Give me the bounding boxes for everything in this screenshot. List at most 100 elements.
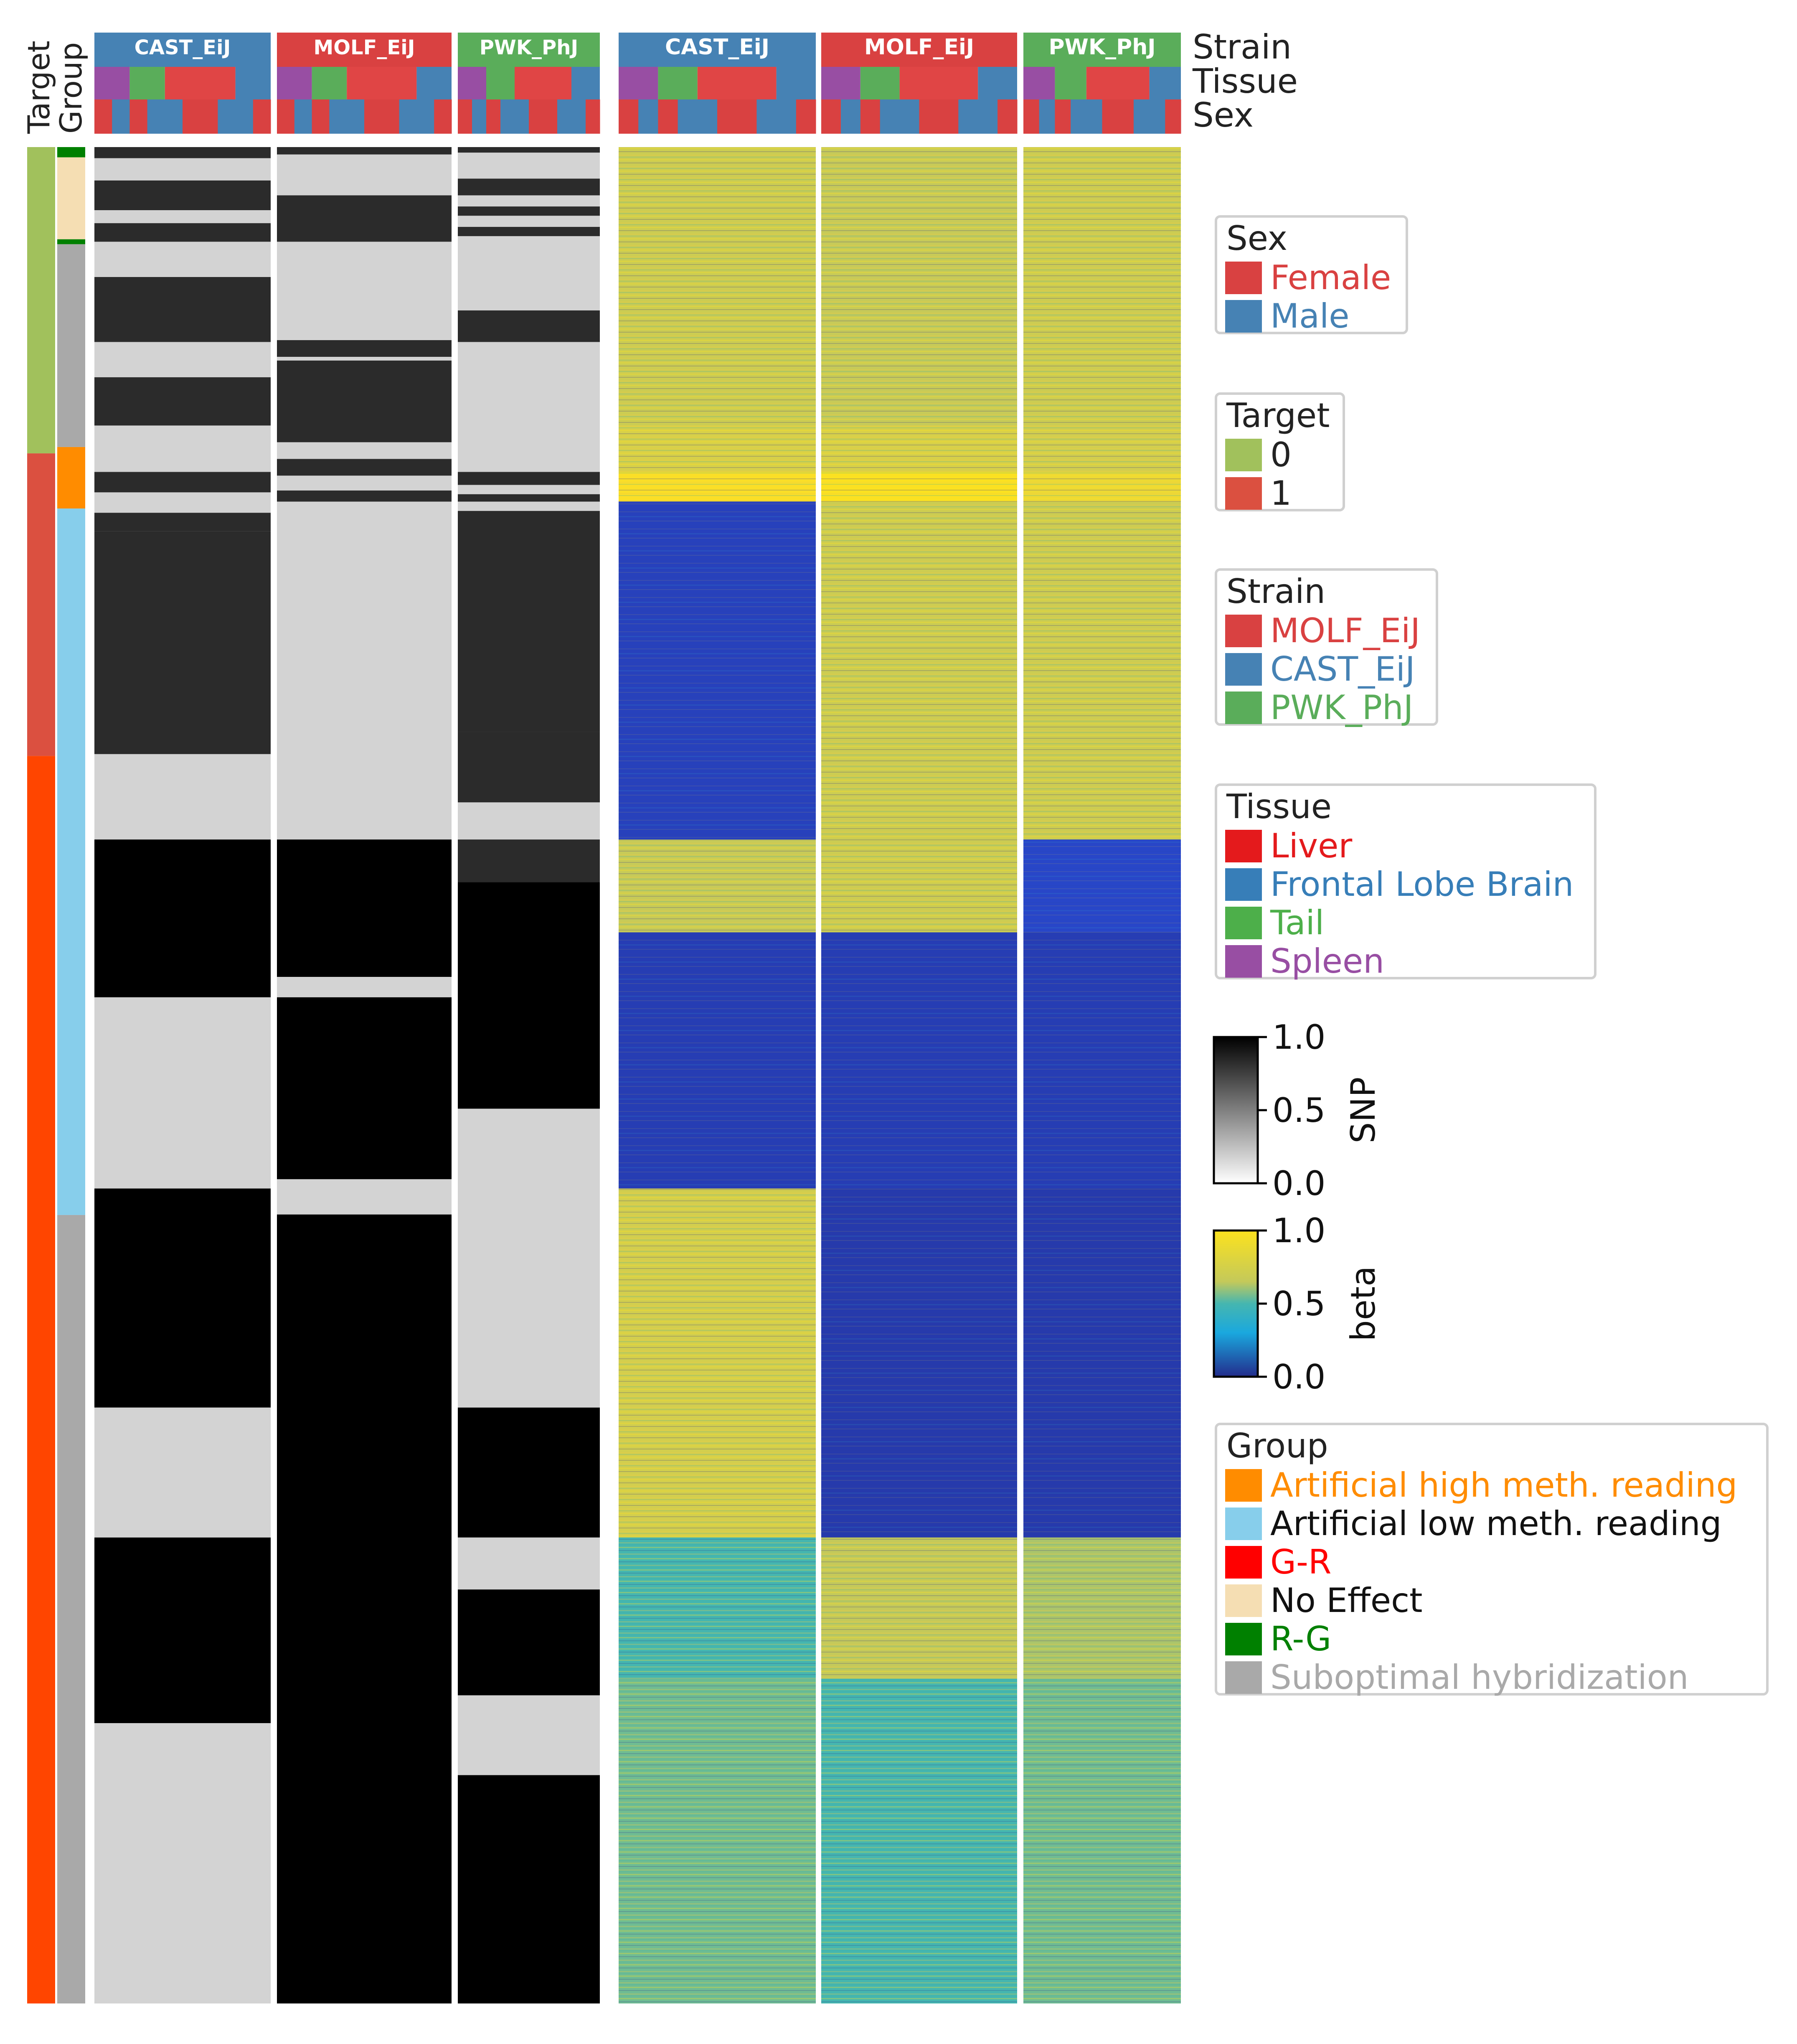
snp-cell <box>277 1179 452 1215</box>
snp-cell <box>94 513 271 531</box>
legend-swatch <box>1225 692 1262 724</box>
snp-cell <box>94 158 271 181</box>
sex-annotation-cell <box>458 99 472 134</box>
tissue-annotation-cell <box>458 67 486 99</box>
sex-annotation-cell <box>840 99 861 134</box>
legend-label: CAST_EiJ <box>1270 650 1415 689</box>
colorbar-tick-label: 1.0 <box>1272 1211 1325 1250</box>
sex-annotation-cell <box>294 99 312 134</box>
sex-annotation-cell <box>557 99 572 134</box>
sex-annotation-cell <box>796 99 816 134</box>
legend-frame <box>1215 215 1408 334</box>
legend-label: Spleen <box>1270 942 1384 981</box>
snp-cell <box>458 195 600 207</box>
beta-texture <box>821 501 1017 840</box>
snp-cell <box>277 340 452 357</box>
group-annotation-cell <box>57 508 85 1215</box>
snp-cell <box>458 1695 600 1775</box>
legend-swatch <box>1225 262 1262 294</box>
sex-annotation-cell <box>997 99 1018 134</box>
tissue-annotation-cell <box>1086 67 1150 99</box>
sex-annotation-cell <box>958 99 978 134</box>
legend-label: No Effect <box>1270 1581 1422 1620</box>
group-annotation-cell <box>57 239 85 244</box>
sex-annotation-cell <box>919 99 939 134</box>
column-annotation-bars: CAST_EiJ MOLF_EiJ PWK_PhJ CAST_EiJ MOLF_EiJ P… <box>94 33 1181 134</box>
sex-annotation-cell <box>821 99 841 134</box>
tissue-annotation-cell <box>776 67 816 99</box>
snp-cell <box>458 472 600 485</box>
sex-annotation-cell <box>277 99 295 134</box>
snp-cell <box>458 494 600 502</box>
snp-cell <box>458 310 600 342</box>
legend-label: 1 <box>1270 474 1292 513</box>
sex-annotation-cell <box>899 99 919 134</box>
snp-cell <box>277 1214 452 2003</box>
snp-cell <box>458 839 600 882</box>
sex-annotation-cell <box>253 99 271 134</box>
sex-annotation-cell <box>486 99 501 134</box>
sex-annotation-cell <box>500 99 515 134</box>
group-annotation-cell <box>57 244 85 447</box>
snp-cell <box>94 839 271 997</box>
snp-cell <box>277 459 452 476</box>
target-annotation-cell <box>27 453 55 756</box>
tissue-annotation-cell <box>821 67 860 99</box>
snp-cell <box>94 1537 271 1724</box>
sex-annotation-cell <box>978 99 998 134</box>
snp-cell <box>458 511 600 732</box>
legend-swatch <box>1225 615 1262 647</box>
sex-annotation-cell <box>434 99 452 134</box>
sex-annotation-cell <box>165 99 183 134</box>
tissue-annotation-cell <box>416 67 452 99</box>
legend-label: 0 <box>1270 435 1292 474</box>
tissue-annotation-cell <box>899 67 978 99</box>
colorbar-tick-label: 1.0 <box>1272 1018 1325 1057</box>
snp-cell <box>94 223 271 242</box>
beta-texture <box>821 1537 1017 1679</box>
sex-annotation-cell <box>1023 99 1040 134</box>
sex-annotation-cell <box>1165 99 1181 134</box>
snp-cell <box>277 977 452 997</box>
beta-texture <box>619 425 816 472</box>
row-track-labels: Target Group <box>21 41 89 134</box>
beta-texture <box>1023 501 1181 840</box>
legend-label: G-R <box>1270 1543 1331 1581</box>
legend-label: MOLF_EiJ <box>1270 611 1420 650</box>
tissue-annotation-cell <box>347 67 417 99</box>
snp-cell <box>458 147 600 153</box>
snp-cell <box>458 342 600 407</box>
strain-annotation-cell <box>821 33 1017 67</box>
group-annotation-cell <box>57 147 85 158</box>
sex-annotation-cell <box>329 99 347 134</box>
beta-texture <box>821 425 1017 472</box>
group-annotation-cell <box>57 157 85 239</box>
sex-annotation-cell <box>1086 99 1102 134</box>
sex-annotation-cell <box>472 99 487 134</box>
beta-texture <box>1023 472 1181 502</box>
beta-texture <box>821 147 1017 444</box>
strain-header-label: CAST_EiJ <box>135 36 231 59</box>
beta-texture <box>821 932 1017 1189</box>
legend-frame <box>1215 568 1438 726</box>
group-annotation-cell <box>57 447 85 509</box>
sex-annotation-cell <box>678 99 698 134</box>
sex-annotation-cell <box>658 99 678 134</box>
snp-cell <box>94 425 271 472</box>
legend-title: Sex <box>1226 219 1287 258</box>
colorbars: 1.0 0.5 0.0 SNP 1.0 0.5 0.0 beta <box>1213 1018 1383 1396</box>
beta-texture <box>821 839 1017 933</box>
sex-annotation-cell <box>860 99 881 134</box>
colorbar-tick-label: 0.0 <box>1272 1358 1325 1396</box>
colorbar-snp: 1.0 0.5 0.0 SNP <box>1213 1018 1383 1203</box>
snp-cell <box>458 1407 600 1538</box>
snp-cell <box>277 195 452 242</box>
sex-annotation-cell <box>776 99 797 134</box>
beta-texture <box>821 1188 1017 1538</box>
legend-label: Artificial low meth. reading <box>1270 1504 1721 1543</box>
colorbar-beta: 1.0 0.5 0.0 beta <box>1213 1211 1383 1396</box>
